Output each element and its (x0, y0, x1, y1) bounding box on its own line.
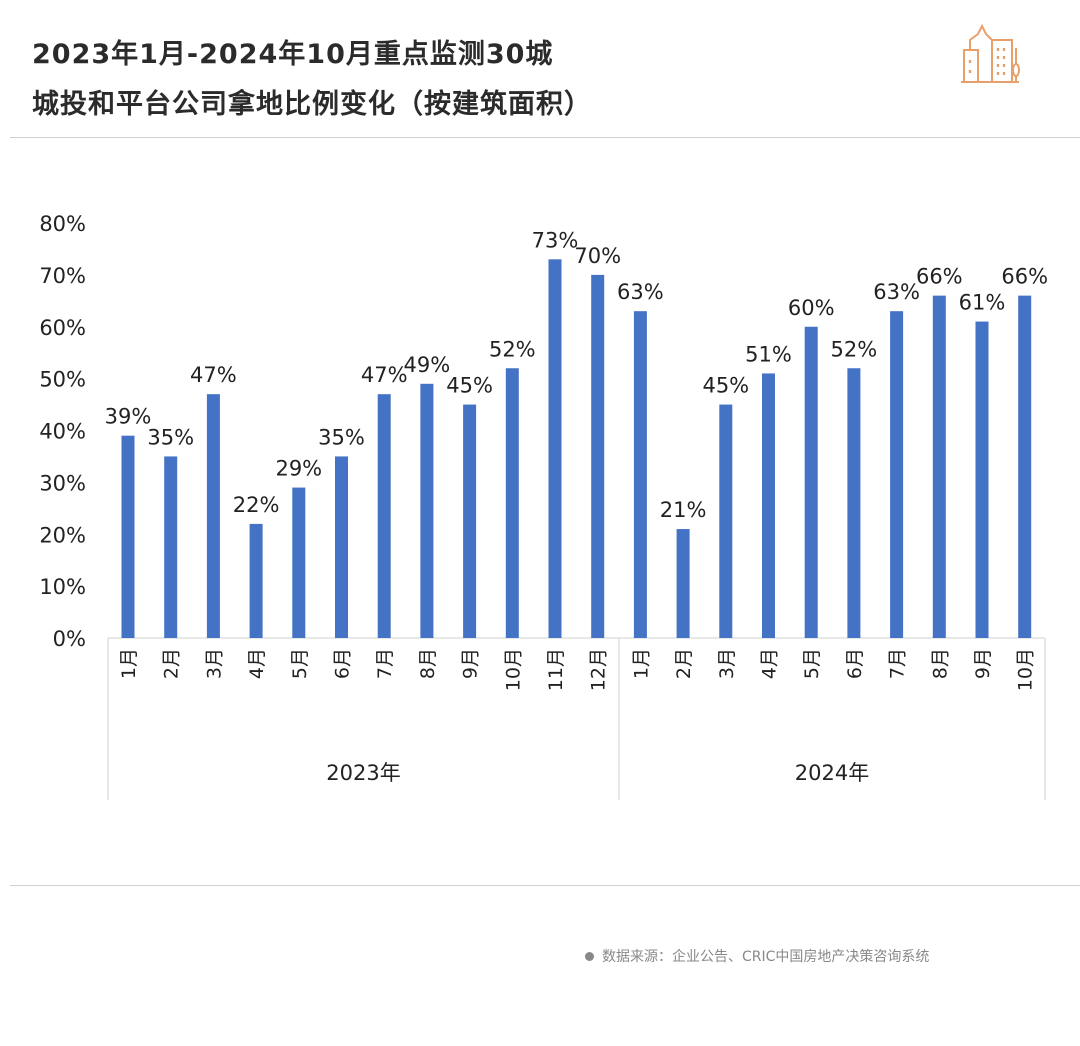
data-label: 66% (1001, 265, 1048, 289)
y-tick-label: 10% (39, 575, 86, 599)
y-tick-label: 40% (39, 420, 86, 444)
x-tick-label: 7月 (374, 648, 396, 679)
x-tick-label: 6月 (332, 648, 354, 679)
x-tick-label: 4月 (246, 648, 268, 679)
bar (463, 404, 477, 638)
bar (164, 456, 178, 638)
data-label: 52% (831, 337, 878, 361)
data-label: 22% (233, 493, 280, 517)
data-label: 70% (574, 244, 621, 268)
x-tick-label: 4月 (759, 648, 781, 679)
data-label: 49% (404, 353, 451, 377)
chart-title-line2: 城投和平台公司拿地比例变化（按建筑面积） (32, 89, 592, 120)
y-tick-label: 60% (39, 316, 86, 340)
bar (890, 311, 904, 638)
bar (1018, 295, 1032, 638)
x-tick-label: 5月 (289, 648, 311, 679)
y-tick-label: 20% (39, 523, 86, 547)
data-label: 63% (873, 280, 920, 304)
x-tick-label: 11月 (545, 648, 567, 691)
bar (206, 394, 220, 638)
bar (591, 274, 605, 638)
data-label: 45% (446, 374, 493, 398)
source-text: 数据来源：企业公告、CRIC中国房地产决策咨询系统 (602, 949, 930, 965)
bar (505, 368, 519, 638)
data-label: 51% (745, 342, 792, 366)
data-label: 47% (361, 363, 408, 387)
data-label: 52% (489, 337, 536, 361)
x-tick-label: 1月 (630, 648, 652, 679)
data-label: 73% (532, 228, 579, 252)
data-label: 60% (788, 296, 835, 320)
y-tick-label: 0% (53, 627, 86, 651)
bar (676, 529, 690, 638)
data-label: 35% (147, 425, 194, 449)
data-label: 29% (275, 457, 322, 481)
footer-divider (10, 885, 1080, 886)
x-tick-label: 12月 (588, 648, 610, 691)
x-tick-label: 6月 (844, 648, 866, 679)
x-tick-label: 7月 (887, 648, 909, 679)
y-tick-label: 70% (39, 264, 86, 288)
y-tick-label: 50% (39, 368, 86, 392)
x-tick-label: 9月 (972, 648, 994, 679)
data-label: 35% (318, 425, 365, 449)
x-tick-label: 3月 (716, 648, 738, 679)
data-label: 45% (702, 374, 749, 398)
x-tick-label: 1月 (118, 648, 140, 679)
bar (762, 373, 775, 638)
chart-title-line1: 2023年1月-2024年10月重点监测30城 (32, 39, 554, 70)
x-tick-label: 9月 (460, 648, 482, 679)
bar (377, 394, 391, 638)
data-label: 61% (959, 291, 1006, 315)
bar (335, 456, 348, 638)
source-note: 数据来源：企业公告、CRIC中国房地产决策咨询系统 (585, 946, 929, 966)
x-tick-label: 2月 (673, 648, 695, 679)
data-label: 66% (916, 265, 963, 289)
x-tick-label: 2月 (161, 648, 183, 679)
bar (121, 435, 135, 638)
bar (420, 383, 434, 638)
header-divider (10, 137, 1080, 138)
bar (975, 321, 989, 638)
bar (847, 368, 861, 638)
x-tick-label: 5月 (801, 648, 823, 679)
bar-chart: 0% 10% 20% 30% 40% 50% 60% 70% 80% 39% 1月 35% 2月 47% 3… (39, 212, 1048, 800)
x-tick-label: 8月 (417, 648, 439, 679)
x-tick-label: 3月 (203, 648, 225, 679)
data-label: 63% (617, 280, 664, 304)
data-label: 39% (105, 405, 152, 429)
bar (548, 259, 562, 638)
data-label: 47% (190, 363, 237, 387)
x-tick-label: 10月 (1015, 648, 1037, 691)
bar (804, 326, 818, 638)
bar (292, 487, 306, 638)
bullet-icon (585, 951, 594, 961)
bar (932, 295, 946, 638)
y-tick-label: 80% (39, 212, 86, 236)
bar (719, 404, 733, 638)
city-buildings-logo-icon (961, 23, 1020, 83)
x-tick-label: 10月 (502, 648, 524, 691)
group-label: 2023年 (326, 761, 400, 785)
bar (633, 311, 647, 638)
group-label: 2024年 (795, 761, 869, 785)
bar (249, 523, 263, 638)
y-tick-label: 30% (39, 471, 86, 495)
data-label: 21% (660, 498, 707, 522)
x-tick-label: 8月 (929, 648, 951, 679)
